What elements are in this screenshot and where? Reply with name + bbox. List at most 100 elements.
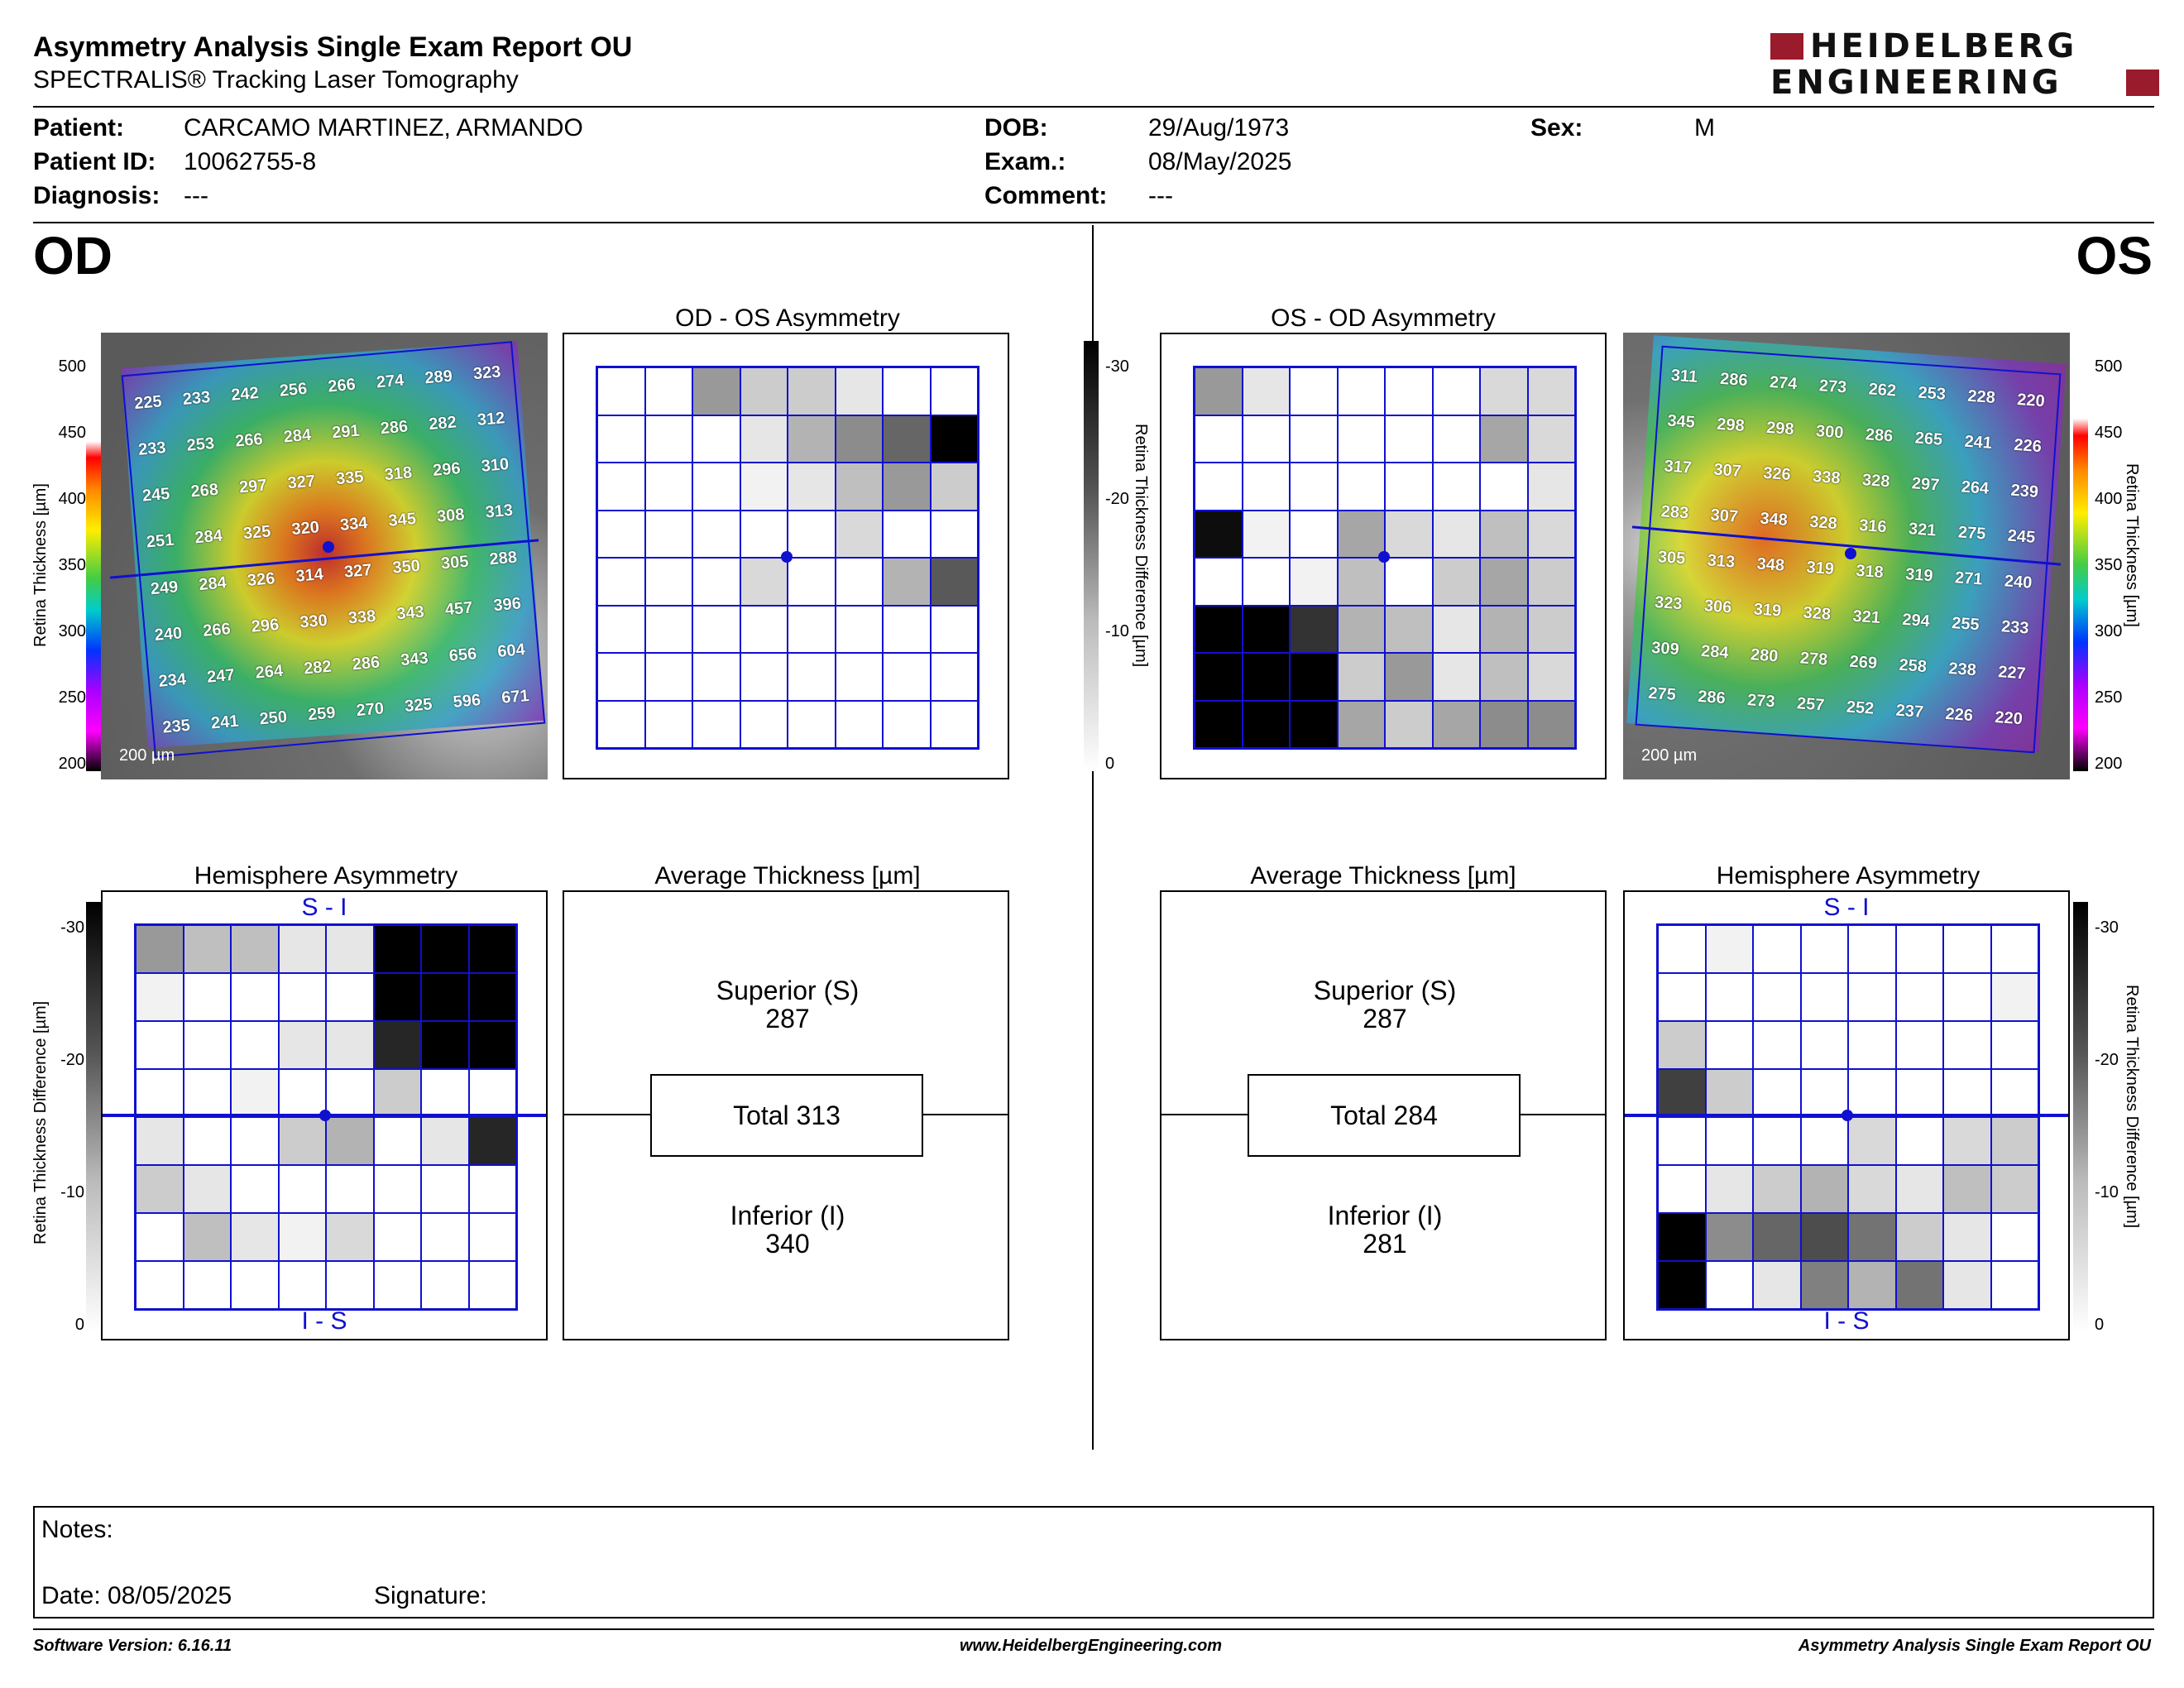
grid-cell (1990, 1213, 2038, 1261)
grid-cell (421, 1165, 469, 1213)
os-fundus-image: 311 286 274 273 262 253 228 220 345 298 298 300 286 2… (1623, 333, 2070, 779)
os-total-box: Total 284 (1248, 1074, 1521, 1157)
report-subtitle: SPECTRALIS® Tracking Laser Tomography (33, 66, 519, 94)
od-asymmetry-panel (563, 333, 1009, 779)
dob-label: DOB: (984, 114, 1048, 141)
grid-cell (644, 700, 692, 748)
axis-tick-label: -20 (1105, 490, 1129, 508)
axis-tick-label: 250 (2095, 688, 2123, 707)
grid-cell (692, 510, 740, 558)
grid-cell (930, 558, 978, 606)
grid-cell (136, 973, 184, 1021)
grid-cell (1848, 1261, 1896, 1309)
grid-cell (1800, 1261, 1848, 1309)
patient-id-label: Patient ID: (33, 148, 156, 175)
grid-cell (1480, 510, 1528, 558)
grid-cell (1385, 415, 1433, 463)
grid-cell (930, 653, 978, 701)
grid-cell (883, 415, 931, 463)
axis-tick-label: 400 (58, 490, 86, 508)
signature-label: Signature: (374, 1582, 487, 1609)
grid-cell (1242, 700, 1290, 748)
grid-cell (740, 367, 788, 415)
axis-tick-label: 0 (2095, 1316, 2105, 1334)
od-average-panel: Superior (S) 287 Total 313 Inferior (I) … (563, 890, 1009, 1340)
grid-cell (1480, 700, 1528, 748)
grid-cell (468, 1261, 516, 1309)
grid-cell (1527, 653, 1575, 701)
grid-cell (740, 558, 788, 606)
grid-cell (1242, 510, 1290, 558)
od-thickness-colorbar (86, 369, 101, 771)
grid-cell (278, 973, 326, 1021)
od-total-box: Total 313 (650, 1074, 923, 1157)
grid-cell (326, 1213, 374, 1261)
grid-cell (1848, 1021, 1896, 1069)
exam-label: Exam.: (984, 148, 1066, 175)
grid-cell (468, 1213, 516, 1261)
grid-cell (1848, 1165, 1896, 1213)
od-hemisphere-fovea-dot (319, 1110, 331, 1121)
grid-cell (1800, 973, 1848, 1021)
grid-cell (597, 367, 645, 415)
grid-cell (326, 1165, 374, 1213)
grid-cell (136, 1117, 184, 1165)
grid-cell (468, 1117, 516, 1165)
grid-cell (1337, 463, 1385, 511)
grid-cell (1753, 1021, 1801, 1069)
grid-cell (1943, 1165, 1991, 1213)
grid-cell (183, 1165, 231, 1213)
comment-label: Comment: (984, 182, 1108, 209)
grid-cell (835, 415, 883, 463)
grid-cell (1943, 1021, 1991, 1069)
grid-cell (373, 973, 421, 1021)
grid-cell (1848, 1213, 1896, 1261)
od-inferior-label: Inferior (I) (730, 1201, 845, 1230)
notes-panel: Notes: Date: 08/05/2025 Signature: (33, 1506, 2154, 1618)
axis-tick-label: -30 (60, 918, 84, 937)
grid-cell (835, 700, 883, 748)
grid-cell (740, 510, 788, 558)
grid-cell (1242, 463, 1290, 511)
grid-cell (183, 1117, 231, 1165)
axis-tick-label: 0 (1105, 755, 1115, 773)
sex-value: M (1694, 114, 1715, 141)
grid-cell (468, 1165, 516, 1213)
grid-cell (1385, 367, 1433, 415)
grid-cell (1943, 1261, 1991, 1309)
grid-cell (278, 1021, 326, 1069)
grid-cell (421, 1021, 469, 1069)
grid-cell (278, 1069, 326, 1117)
grid-cell (835, 558, 883, 606)
comment-value: --- (1148, 182, 1173, 209)
grid-cell (1943, 1117, 1991, 1165)
grid-cell (421, 925, 469, 973)
grid-cell (644, 415, 692, 463)
os-hemisphere-grid (1656, 923, 2040, 1311)
grid-cell (1242, 605, 1290, 653)
os-scale-label: 200 µm (1641, 746, 1698, 765)
grid-cell (788, 510, 836, 558)
grid-cell (883, 463, 931, 511)
grid-cell (1432, 605, 1480, 653)
patient-value: CARCAMO MARTINEZ, ARMANDO (184, 114, 583, 141)
grid-cell (1385, 605, 1433, 653)
od-superior-label: Superior (S) (716, 976, 860, 1005)
grid-cell (1943, 973, 1991, 1021)
axis-tick-label: 300 (2095, 622, 2123, 640)
od-thickness-ticks: 500 450 400 350 300 250 200 (45, 357, 86, 773)
os-inferior-label: Inferior (I) (1327, 1201, 1443, 1230)
footer-website[interactable]: www.HeidelbergEngineering.com (960, 1637, 1223, 1655)
grid-cell (1195, 510, 1243, 558)
od-asymmetry-title: OD - OS Asymmetry (675, 305, 900, 332)
grid-cell (136, 1261, 184, 1309)
grid-cell (1290, 463, 1338, 511)
axis-tick-label: -10 (2095, 1183, 2119, 1201)
grid-cell (278, 925, 326, 973)
patient-divider (33, 222, 2154, 223)
os-hemisphere-title: Hemisphere Asymmetry (1716, 862, 1980, 890)
grid-cell (740, 700, 788, 748)
grid-cell (597, 463, 645, 511)
grid-cell (883, 605, 931, 653)
grid-cell (1195, 463, 1243, 511)
